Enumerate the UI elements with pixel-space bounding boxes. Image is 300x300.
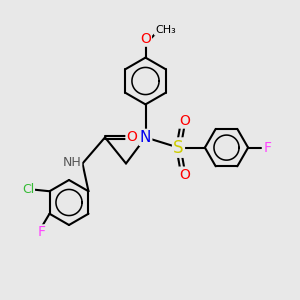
Text: NH: NH	[62, 156, 81, 169]
Text: CH₃: CH₃	[155, 25, 176, 35]
Text: O: O	[140, 32, 151, 46]
Text: S: S	[173, 139, 184, 157]
Text: N: N	[140, 130, 151, 145]
Text: F: F	[38, 225, 46, 239]
Text: Cl: Cl	[22, 183, 34, 196]
Text: F: F	[264, 141, 272, 154]
Text: O: O	[127, 130, 137, 144]
Text: O: O	[179, 114, 190, 128]
Text: O: O	[179, 168, 190, 182]
